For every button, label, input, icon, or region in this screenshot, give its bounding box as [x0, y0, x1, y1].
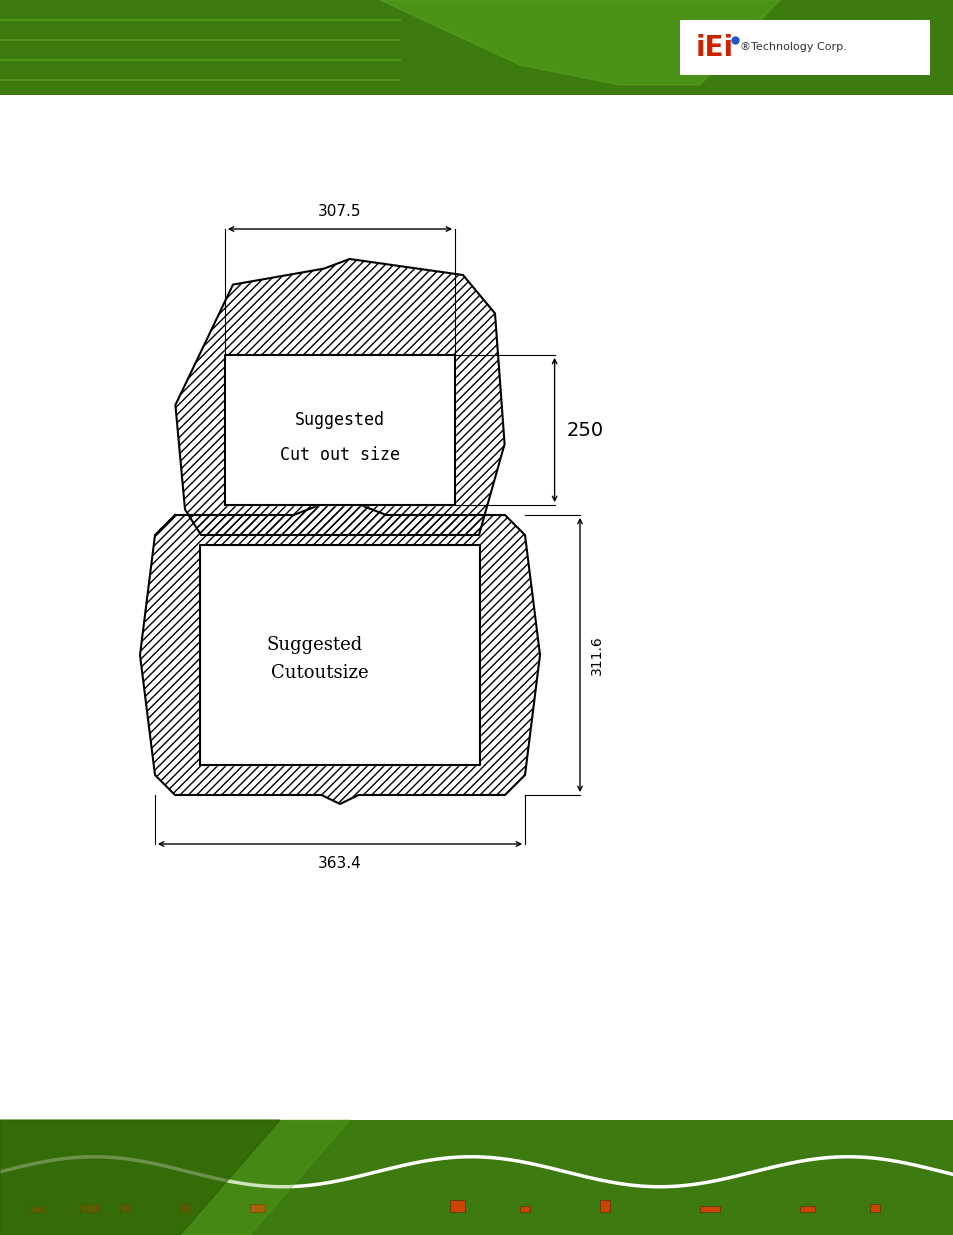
- Polygon shape: [140, 496, 539, 804]
- Polygon shape: [225, 354, 455, 505]
- Text: Cut out size: Cut out size: [280, 446, 399, 464]
- Polygon shape: [80, 1200, 95, 1212]
- Text: Suggested: Suggested: [294, 411, 385, 429]
- Text: Cutoutsize: Cutoutsize: [271, 664, 369, 682]
- Text: iEi: iEi: [695, 33, 733, 62]
- Polygon shape: [0, 1120, 953, 1235]
- Text: 363.4: 363.4: [317, 856, 361, 871]
- Text: 307.5: 307.5: [318, 204, 361, 219]
- Text: ®Technology Corp.: ®Technology Corp.: [740, 42, 846, 53]
- Polygon shape: [0, 1120, 350, 1235]
- Polygon shape: [0, 0, 953, 95]
- Polygon shape: [700, 1204, 709, 1212]
- Polygon shape: [519, 1200, 535, 1212]
- Polygon shape: [679, 20, 929, 75]
- Text: 311.6: 311.6: [589, 635, 603, 674]
- Polygon shape: [599, 1207, 609, 1212]
- Polygon shape: [0, 1120, 280, 1235]
- Polygon shape: [250, 1207, 270, 1212]
- Polygon shape: [175, 259, 504, 535]
- Polygon shape: [869, 1204, 879, 1212]
- Polygon shape: [200, 545, 479, 764]
- Polygon shape: [120, 1207, 135, 1212]
- Polygon shape: [180, 1204, 200, 1212]
- Polygon shape: [379, 0, 780, 85]
- Polygon shape: [800, 1204, 809, 1212]
- Polygon shape: [450, 1207, 470, 1212]
- Text: Suggested: Suggested: [267, 636, 363, 655]
- Text: 250: 250: [566, 420, 603, 440]
- Polygon shape: [30, 1207, 50, 1212]
